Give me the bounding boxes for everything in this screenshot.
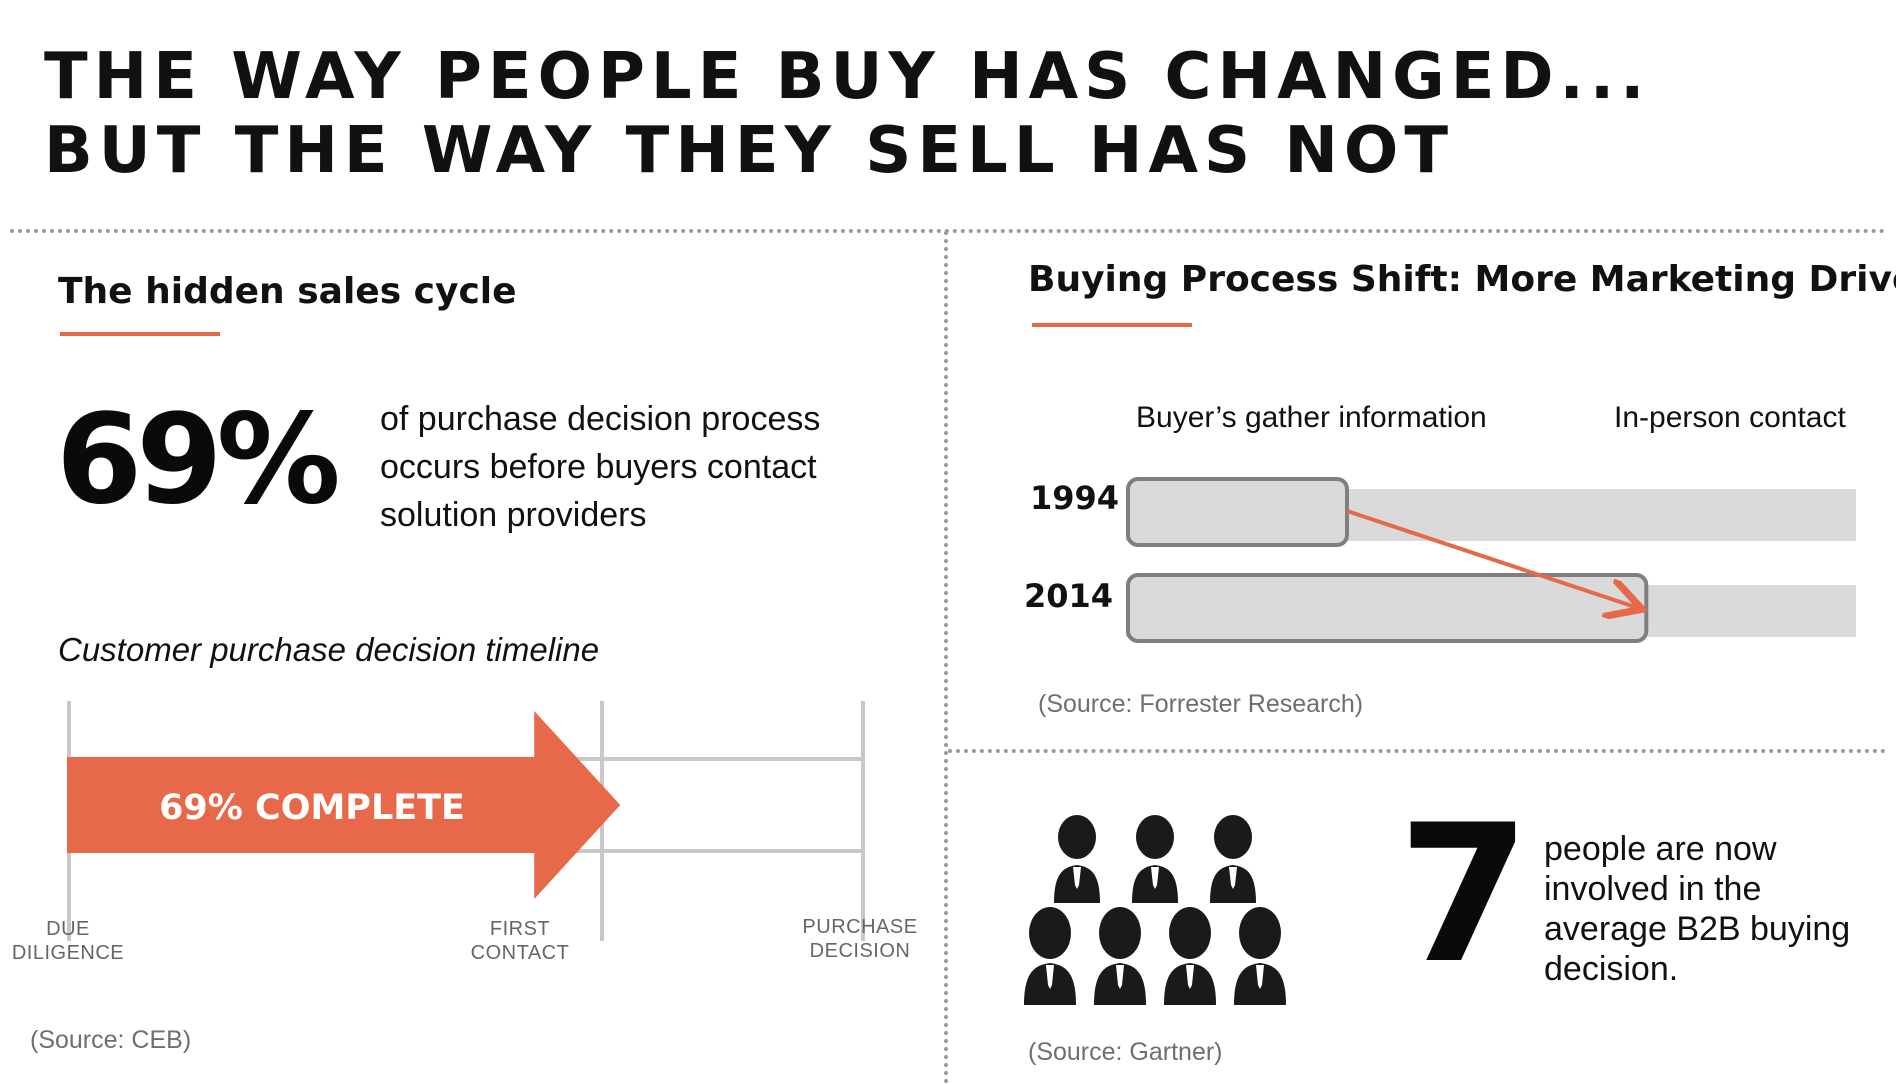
- stat-description-line: decision.: [1544, 950, 1679, 988]
- buying-process-panel: Buying Process Shift: More Marketing Dri…: [948, 231, 1896, 747]
- timeline-graphic: 69% COMPLETE: [67, 701, 865, 941]
- stat-description-line: people are now: [1544, 830, 1777, 868]
- milestone-label: CONTACT: [470, 942, 570, 964]
- milestone-label: PURCHASE: [802, 916, 918, 938]
- progress-arrow-label: 69% COMPLETE: [159, 788, 465, 828]
- milestone-label: DUE: [46, 918, 90, 940]
- top-divider: [10, 229, 1886, 233]
- source-note: (Source: Gartner): [1028, 1038, 1223, 1066]
- milestone-due-diligence: DUE DILIGENCE: [8, 917, 128, 965]
- stat-description-line: of purchase decision process: [380, 400, 821, 438]
- page-title-line-2: BUT THE WAY THEY SELL HAS NOT: [44, 114, 1454, 188]
- bar-gather-1994: [1126, 477, 1349, 547]
- milestone-purchase-decision: PURCHASE DECISION: [790, 915, 930, 963]
- stat-value: 69%: [56, 388, 341, 532]
- right-divider: [948, 749, 1886, 753]
- stat-description: of purchase decision process occurs befo…: [380, 395, 920, 539]
- hidden-sales-cycle-panel: The hidden sales cycle 69% of purchase d…: [0, 231, 940, 1084]
- page-title-line-1: THE WAY PEOPLE BUY HAS CHANGED...: [44, 40, 1651, 114]
- group-of-people-icon: [1024, 815, 1286, 1005]
- stat-description-line: involved in the: [1544, 870, 1762, 908]
- timeline-title: Customer purchase decision timeline: [58, 631, 600, 668]
- title-underline: [60, 332, 220, 336]
- section-title: The hidden sales cycle: [58, 271, 517, 312]
- center-divider: [944, 231, 948, 1084]
- source-note: (Source: CEB): [30, 1026, 192, 1054]
- year-label-2014: 2014: [1024, 577, 1114, 615]
- milestone-first-contact: FIRST CONTACT: [460, 917, 580, 965]
- stat-description-line: average B2B buying: [1544, 910, 1851, 948]
- section-title: Buying Process Shift: More Marketing Dri…: [1028, 259, 1896, 300]
- stat-description: people are now involved in the average B…: [1544, 829, 1884, 989]
- shift-arrow: [1346, 509, 1638, 608]
- buying-shift-chart: [1126, 477, 1856, 643]
- page-title: THE WAY PEOPLE BUY HAS CHANGED... BUT TH…: [44, 40, 1650, 188]
- stat-description-line: occurs before buyers contact: [380, 448, 817, 486]
- milestone-label: DECISION: [809, 940, 911, 962]
- legend-gather-information: Buyer’s gather information: [1136, 401, 1487, 434]
- source-note: (Source: Forrester Research): [1038, 690, 1364, 718]
- stat-description-line: solution providers: [380, 496, 647, 534]
- milestone-label: DILIGENCE: [11, 942, 125, 964]
- year-label-1994: 1994: [1030, 479, 1120, 517]
- milestone-label: FIRST: [489, 918, 551, 940]
- progress-arrow: [67, 711, 621, 899]
- stat-value: 7: [1398, 784, 1531, 1005]
- title-underline: [1032, 323, 1192, 327]
- decision-makers-panel: 7 people are now involved in the average…: [948, 753, 1896, 1084]
- legend-in-person-contact: In-person contact: [1614, 401, 1846, 434]
